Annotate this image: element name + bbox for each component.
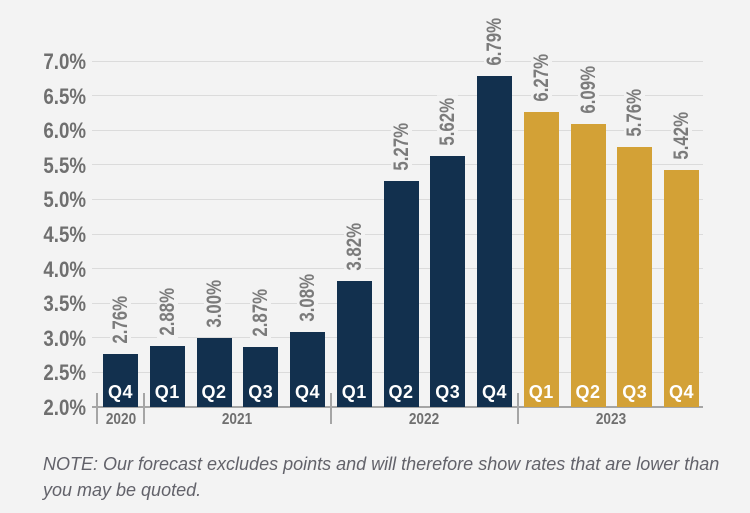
year-divider-tick xyxy=(516,393,519,424)
bar-q2-2022: Q2 xyxy=(383,180,419,407)
gridline xyxy=(92,95,703,97)
year-label: 2020 xyxy=(105,411,136,428)
bar-quarter-label: Q2 xyxy=(201,381,227,402)
y-axis-tick-label: 3.5% xyxy=(43,291,86,317)
bar-quarter-label: Q3 xyxy=(248,381,274,402)
y-axis-tick-label: 4.5% xyxy=(43,222,86,247)
gridline xyxy=(92,60,703,62)
year-divider-tick xyxy=(96,393,98,424)
bar-value-label: 5.27% xyxy=(390,120,413,173)
bar-value-label: 6.09% xyxy=(577,63,600,116)
bar-q2-2023: Q2 xyxy=(570,123,606,407)
bar-quarter-label: Q3 xyxy=(435,381,461,402)
bar-value-label: 2.87% xyxy=(249,286,272,339)
bar-q4-2021: Q4 xyxy=(290,332,325,407)
chart-note: NOTE: Our forecast excludes points and w… xyxy=(43,452,735,503)
bar-q4-2020: Q4 xyxy=(103,354,138,407)
bar-quarter-label: Q4 xyxy=(481,381,507,402)
bar-value-label: 5.62% xyxy=(436,96,459,149)
y-axis-tick-label: 5.5% xyxy=(43,152,86,178)
year-divider-tick xyxy=(329,393,332,424)
bar-value-label: 3.00% xyxy=(203,277,226,330)
y-axis-tick-label: 6.0% xyxy=(43,118,86,144)
year-label: 2021 xyxy=(222,411,253,428)
bar-quarter-label: Q3 xyxy=(622,381,648,402)
bar-q3-2023: Q3 xyxy=(617,146,653,407)
y-axis-tick-label: 4.0% xyxy=(43,256,86,282)
y-axis-tick-label: 3.0% xyxy=(43,325,86,351)
bar-value-label: 2.88% xyxy=(156,285,179,339)
bar-value-label: 6.27% xyxy=(530,51,553,104)
y-axis-tick-label: 7.0% xyxy=(43,49,86,74)
bar-value-label: 3.82% xyxy=(343,220,366,274)
year-label: 2023 xyxy=(596,411,627,428)
y-axis-tick-label: 6.5% xyxy=(43,83,86,109)
bar-q3-2021: Q3 xyxy=(243,346,279,407)
x-axis-line xyxy=(92,406,703,408)
bar-q2-2021: Q2 xyxy=(196,337,232,407)
bar-quarter-label: Q1 xyxy=(528,381,554,402)
y-axis-tick-label: 2.5% xyxy=(43,360,86,386)
bar-quarter-label: Q4 xyxy=(294,381,320,402)
bar-q4-2022: Q4 xyxy=(477,75,512,407)
year-label: 2022 xyxy=(409,411,440,428)
y-axis-tick-label: 2.0% xyxy=(43,395,86,420)
bar-q1-2022: Q1 xyxy=(336,281,372,407)
bar-q1-2023: Q1 xyxy=(523,111,559,407)
bar-quarter-label: Q2 xyxy=(575,381,601,402)
bar-q3-2022: Q3 xyxy=(430,156,466,407)
bar-q4-2023: Q4 xyxy=(664,170,699,407)
bar-quarter-label: Q1 xyxy=(154,381,180,402)
y-axis-tick-label: 5.0% xyxy=(43,187,86,213)
bar-q1-2021: Q1 xyxy=(149,346,185,407)
bar-value-label: 5.76% xyxy=(623,86,646,139)
bar-quarter-label: Q4 xyxy=(107,381,133,402)
bar-value-label: 3.08% xyxy=(296,271,319,325)
bar-value-label: 6.79% xyxy=(483,15,506,68)
bar-quarter-label: Q2 xyxy=(388,381,414,402)
bar-quarter-label: Q1 xyxy=(341,381,367,402)
bar-quarter-label: Q4 xyxy=(668,381,694,402)
year-divider-tick xyxy=(142,393,145,424)
bar-value-label: 2.76% xyxy=(109,293,132,347)
chart-note-text: NOTE: Our forecast excludes points and w… xyxy=(43,454,720,500)
bar-value-label: 5.42% xyxy=(670,109,693,163)
